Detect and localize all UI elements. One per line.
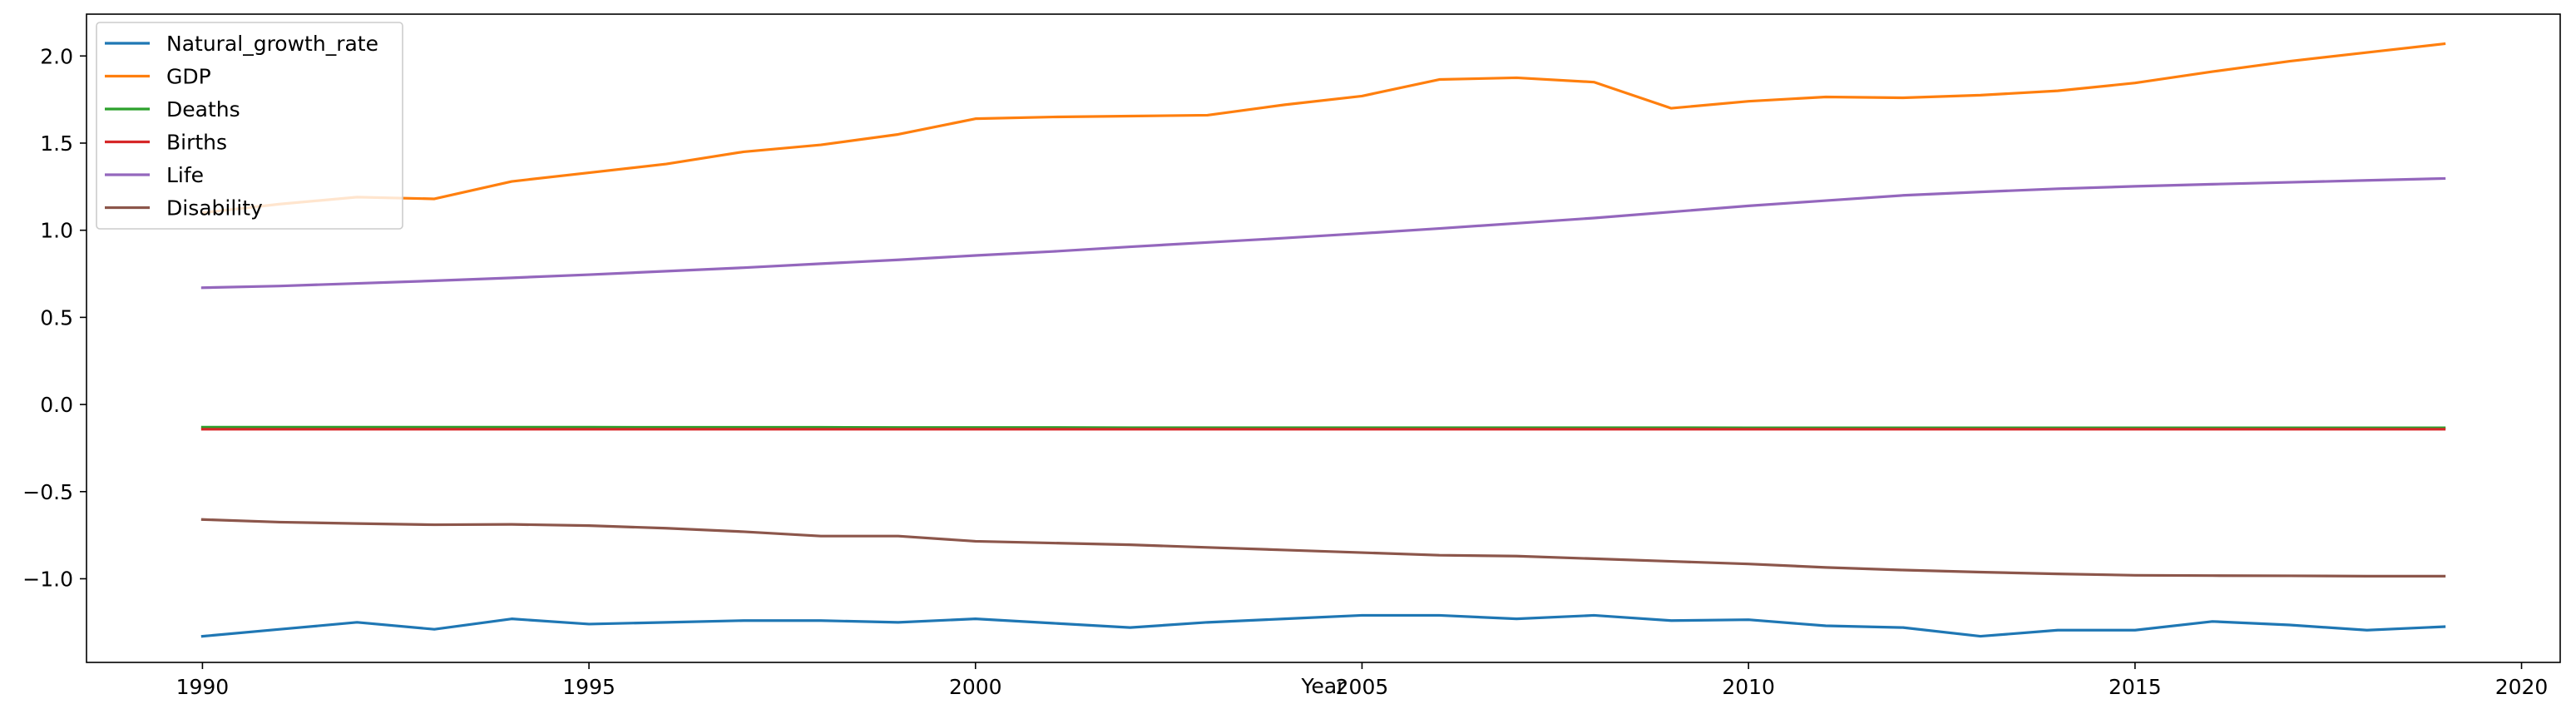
series-line-gdp	[200, 42, 2446, 215]
legend-label: GDP	[166, 65, 211, 89]
series-line-deaths	[200, 425, 2446, 429]
y-axis: −1.0 −0.5 0.0 0.5 1.0 1.5 2.0	[22, 44, 87, 591]
y-tick-label: −1.0	[22, 567, 73, 591]
legend-label: Life	[166, 163, 204, 187]
plot-frame	[86, 13, 2561, 663]
legend-label: Natural_growth_rate	[166, 32, 378, 56]
y-tick-label: −0.5	[22, 480, 73, 504]
x-tick-label: 2000	[949, 675, 1002, 699]
y-tick-label: 0.0	[40, 393, 73, 417]
x-tick-label: 1995	[562, 675, 616, 699]
legend: Natural_growth_rate GDP Deaths Births Life Di…	[96, 22, 403, 230]
y-tick-label: 1.0	[40, 219, 73, 243]
series-line-life	[200, 176, 2446, 290]
x-axis-title: Year	[1301, 674, 1347, 698]
y-tick-label: 1.5	[40, 131, 73, 156]
x-tick-label: 2020	[2495, 675, 2549, 699]
legend-label: Disability	[166, 196, 263, 221]
series-line-natural-growth-rate	[200, 613, 2446, 638]
x-tick-label: 2010	[1722, 675, 1775, 699]
x-axis: 1990 1995 2000 2005 2010 2015 2020	[176, 662, 2549, 699]
y-tick-label: 2.0	[40, 44, 73, 68]
x-tick-label: 2005	[1336, 675, 1389, 699]
legend-label: Births	[166, 131, 227, 155]
legend-label: Deaths	[166, 97, 240, 121]
y-tick-label: 0.5	[40, 305, 73, 330]
series-line-disability	[200, 518, 2446, 578]
series-layer	[200, 42, 2446, 638]
x-tick-label: 2015	[2109, 675, 2162, 699]
legend-box	[96, 22, 403, 230]
x-tick-label: 1990	[176, 675, 230, 699]
